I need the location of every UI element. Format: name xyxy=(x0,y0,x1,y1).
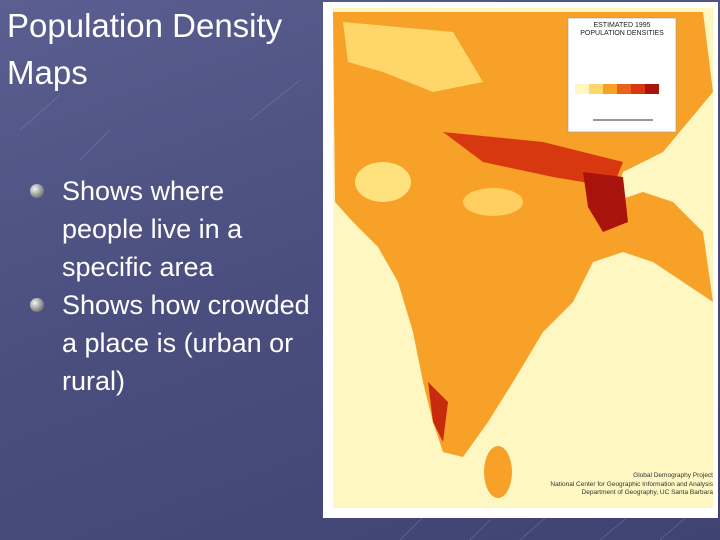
land-high-density xyxy=(428,382,448,442)
legend-title: ESTIMATED 1995 POPULATION DENSITIES xyxy=(580,22,664,37)
bullet-icon xyxy=(30,298,44,312)
legend-swatch xyxy=(603,84,617,94)
land-low-density xyxy=(463,188,523,216)
credits-box: Global Demography Project National Cente… xyxy=(523,472,713,498)
legend-swatch xyxy=(631,84,645,94)
legend-title-box: ESTIMATED 1995 POPULATION DENSITIES xyxy=(580,22,664,37)
map-legend: ESTIMATED 1995 POPULATION DENSITIES xyxy=(567,17,677,133)
credit-line: Department of Geography, UC Santa Barbar… xyxy=(581,489,713,496)
slide-title: Population Density Maps xyxy=(7,7,283,91)
legend-swatch xyxy=(575,84,589,94)
legend-box xyxy=(567,17,677,133)
bullet: Shows where people live in a specific ar… xyxy=(30,172,312,286)
island xyxy=(484,446,512,498)
land-low-density xyxy=(343,22,483,92)
credit-line: Global Demography Project xyxy=(633,472,713,479)
bullet-icon xyxy=(30,184,44,198)
population-map: ESTIMATED 1995 POPULATION DENSITIES Glob… xyxy=(323,2,718,518)
bullet-text: Shows how crowded a place is (urban or r… xyxy=(62,290,310,396)
map-credits: Global Demography Project National Cente… xyxy=(523,472,713,498)
bullet-text: Shows where people live in a specific ar… xyxy=(62,176,243,282)
bullet: Shows how crowded a place is (urban or r… xyxy=(30,286,312,400)
legend-swatch xyxy=(589,84,603,94)
land-high-density xyxy=(443,132,623,187)
land-low-density xyxy=(355,162,411,202)
land-very-high-density xyxy=(583,172,628,232)
credit-line: National Center for Geographic Informati… xyxy=(550,480,713,488)
legend-swatch xyxy=(617,84,631,94)
legend-swatch xyxy=(645,84,659,94)
bullet-list: Shows where people live in a specific ar… xyxy=(30,172,312,400)
